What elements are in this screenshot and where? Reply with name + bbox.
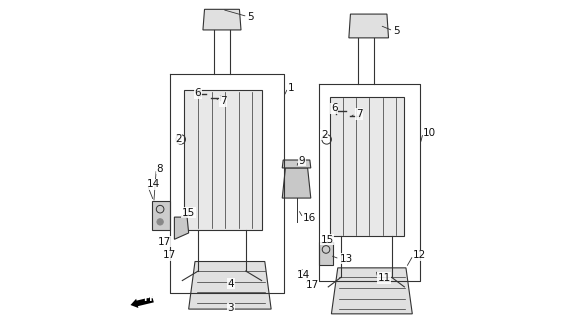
Polygon shape xyxy=(189,261,271,309)
Text: 13: 13 xyxy=(340,254,353,264)
Text: 14: 14 xyxy=(147,180,160,189)
Text: 5: 5 xyxy=(247,12,254,22)
Polygon shape xyxy=(184,90,262,230)
Circle shape xyxy=(157,219,163,225)
Polygon shape xyxy=(330,97,404,236)
Text: 17: 17 xyxy=(163,250,176,260)
Text: 2: 2 xyxy=(321,130,328,140)
Text: 2: 2 xyxy=(175,134,182,144)
Text: 15: 15 xyxy=(321,235,334,245)
Text: 15: 15 xyxy=(182,208,195,218)
Text: 3: 3 xyxy=(227,303,234,314)
Text: 16: 16 xyxy=(303,213,316,223)
Text: FR.: FR. xyxy=(144,294,160,303)
Polygon shape xyxy=(349,14,389,38)
Polygon shape xyxy=(331,268,412,314)
Text: 17: 17 xyxy=(158,236,172,246)
Text: 9: 9 xyxy=(298,156,305,166)
Text: 8: 8 xyxy=(156,164,163,173)
Text: 5: 5 xyxy=(393,26,400,36)
Polygon shape xyxy=(282,168,311,198)
Text: 14: 14 xyxy=(297,270,310,280)
Text: 12: 12 xyxy=(413,250,426,260)
Text: 10: 10 xyxy=(423,128,436,138)
Text: 17: 17 xyxy=(306,280,319,290)
Polygon shape xyxy=(282,160,311,168)
Text: 11: 11 xyxy=(378,273,391,283)
Polygon shape xyxy=(319,243,333,265)
Text: 7: 7 xyxy=(220,96,226,106)
FancyArrow shape xyxy=(130,297,154,308)
Polygon shape xyxy=(203,9,241,30)
Text: 1: 1 xyxy=(288,83,294,93)
Text: 6: 6 xyxy=(331,103,338,113)
Polygon shape xyxy=(174,217,189,239)
Text: 6: 6 xyxy=(195,88,201,98)
Text: 4: 4 xyxy=(227,279,234,289)
Text: 7: 7 xyxy=(356,109,362,119)
Polygon shape xyxy=(152,201,170,230)
